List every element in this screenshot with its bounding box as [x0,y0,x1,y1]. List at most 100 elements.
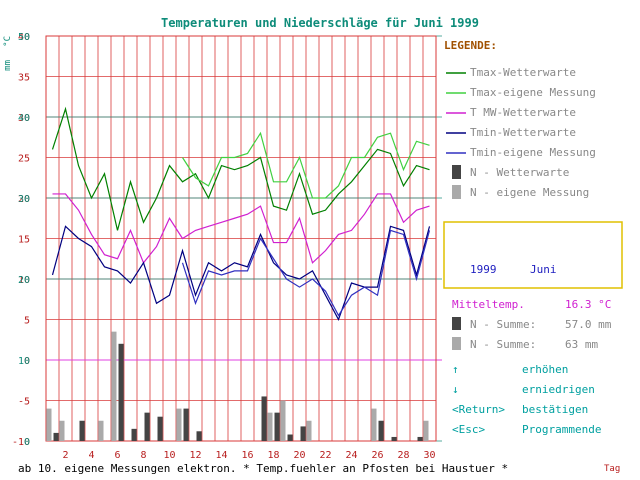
legend-item-label: N - eigene Messung [470,186,589,199]
temp-tick-label: 35 [18,73,30,84]
temp-tick-label: 5 [24,316,30,327]
temp-tick-label: 30 [18,113,30,124]
day-axis: 2 4 6 8 10 12 14 16 18 20 22 24 26 28 30 [62,450,435,461]
x-axis-suffix: Tag [604,464,620,474]
mittel-label: Mitteltemp. [452,298,525,311]
legend-item-label: N - Wetterwarte [470,166,569,179]
rain-bar-eigene [280,400,286,441]
rain-bar-eigene [176,408,182,441]
rain-bar-eigene [267,412,273,441]
rain-bar-wetterwarte [157,416,163,441]
temperature-lines [51,106,431,321]
footnote: ab 10. eigene Messungen elektron. * Temp… [18,462,508,475]
hint-key: ↑ [452,363,459,376]
hint-text: bestätigen [522,403,588,416]
rain-bar-eigene [306,420,312,441]
temp-tick-label: 15 [18,235,30,246]
day-tick-label: 10 [163,450,175,461]
rain-bar-eigene [371,408,377,441]
rain-tick-label: 20 [18,275,30,286]
rain-tick-label: 40 [18,113,30,124]
legend-item-label: Tmin-eigene Messung [470,146,596,159]
rain-unit-label: mm [3,60,13,71]
day-tick-label: 2 [62,450,68,461]
tmw-wetterwarte-line [52,193,430,264]
hint-key: <Return> [452,403,505,416]
temp-unit-label: °C [3,36,13,47]
temp-tick-label: -10 [12,437,30,448]
hint-key: ↓ [452,383,459,396]
temp-tick-label: 40 [18,32,30,43]
rain-bar-wetterwarte [53,432,59,441]
legend-item-label: Tmax-Wetterwarte [470,66,576,79]
rain-bar-wetterwarte [183,408,189,441]
day-tick-label: 6 [114,450,120,461]
mittel-value: 16.3 °C [565,298,611,311]
legend-box-swatch [452,185,461,199]
tmax-eigene-line [181,131,430,199]
rain-tick-label: 50 [18,32,30,43]
plot-frame [45,35,437,442]
tmax-wetterwarte-line [51,106,430,231]
sum-own-label: N - Summe: [470,338,536,351]
day-tick-label: 18 [267,450,279,461]
rain-tick-label: 0 [24,437,30,448]
legend-item-label: Tmin-Wetterwarte [470,126,576,139]
hint-text: erniedrigen [522,383,595,396]
day-tick-label: 8 [140,450,146,461]
month-panel: 1999 Juni [443,221,623,289]
day-tick-label: 24 [345,450,357,461]
day-tick-label: 26 [371,450,383,461]
sum-ww-swatch [452,317,461,330]
legend-title: LEGENDE: [444,39,497,52]
day-tick-label: 20 [293,450,305,461]
hint-text: erhöhen [522,363,568,376]
month-year: 1999 [470,263,497,276]
legend-panel: LEGENDE: Tmax-Wetterwarte Tmax-eigene Mes… [444,39,596,199]
day-tick-label: 12 [189,450,201,461]
rain-bar-wetterwarte [79,420,85,441]
day-tick-label: 22 [319,450,331,461]
day-tick-label: 30 [423,450,435,461]
sum-ww-value: 57.0 mm [565,318,612,331]
temp-tick-label: 20 [18,194,30,205]
sum-ww-label: N - Summe: [470,318,536,331]
rain-bar-wetterwarte [300,426,306,441]
hint-text: Programmende [522,423,601,436]
rain-bar-eigene [46,408,52,441]
rain-bar-wetterwarte [196,431,202,441]
rain-bar-eigene [423,420,429,441]
rain-bar-wetterwarte [391,436,397,441]
day-tick-label: 14 [215,450,227,461]
rain-bar-eigene [111,331,117,441]
legend-item-label: Tmax-eigene Messung [470,86,596,99]
rain-bar-eigene [59,420,65,441]
rain-bar-wetterwarte [417,436,423,441]
rain-tick-label: 30 [18,194,30,205]
rain-bar-wetterwarte [131,428,137,441]
temperature-axis: -10 -5 0 5 10 15 20 25 30 35 40 [12,32,30,448]
sum-own-swatch [452,337,461,350]
rain-bars [46,331,429,441]
temp-tick-label: 0 [24,356,30,367]
temp-tick-label: 25 [18,154,30,165]
rain-bar-wetterwarte [274,412,280,441]
legend-box-swatch [452,165,461,179]
day-tick-label: 16 [241,450,253,461]
rain-tick-label: 10 [18,356,30,367]
stats-panel: Mitteltemp. 16.3 °C N - Summe: 57.0 mm N… [452,298,612,351]
tmin-eigene-line [181,229,431,317]
plot-grid [45,35,442,442]
month-name: Juni [530,263,557,276]
hint-key: <Esc> [452,423,485,436]
day-tick-label: 4 [88,450,94,461]
tmin-wetterwarte-line [51,225,431,321]
chart-title: Temperaturen und Niederschläge für Juni … [161,16,479,30]
legend-item-label: T MW-Wetterwarte [470,106,576,119]
key-hints: ↑ erhöhen ↓ erniedrigen <Return> bestätigen <E… [452,363,601,436]
rain-bar-wetterwarte [287,434,293,441]
temp-tick-label: -5 [18,397,30,408]
rain-bar-eigene [98,420,104,441]
